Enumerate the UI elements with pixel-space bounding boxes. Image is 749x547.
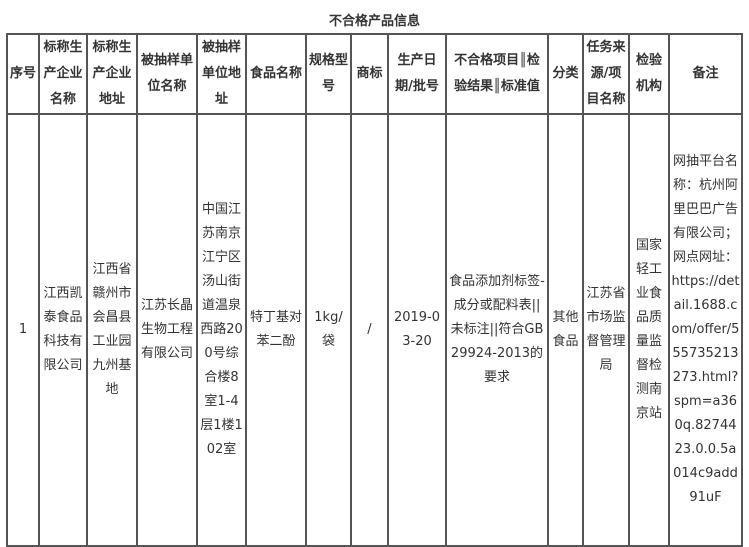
cell-manufacturer-name: 江西凯泰食品科技有限公司 [38, 113, 88, 547]
header-food-name: 食品名称 [245, 33, 307, 115]
table-row: 1 江西凯泰食品科技有限公司 江西省赣州市会昌县工业园九州基地 江苏长晶生物工程… [6, 113, 743, 547]
header-row: 序号 标称生产企业名称 标称生产企业地址 被抽样单位名称 被抽样单位地址 食品名… [6, 33, 743, 115]
header-index: 序号 [6, 33, 40, 115]
table-title: 不合格产品信息 [328, 14, 420, 29]
cell-remarks: 网抽平台名称：杭州阿里巴巴广告有限公司；网点网址：https://detail.… [668, 113, 743, 547]
header-task-source: 任务来源/项目名称 [582, 33, 630, 115]
nonconforming-products-table: 序号 标称生产企业名称 标称生产企业地址 被抽样单位名称 被抽样单位地址 食品名… [6, 33, 743, 547]
header-sampled-unit-name: 被抽样单位名称 [136, 33, 198, 115]
cell-inspection-agency: 国家轻工业食品质量监督检测南京站 [628, 113, 670, 547]
header-trademark: 商标 [350, 33, 389, 115]
header-remarks: 备注 [668, 33, 743, 115]
header-manufacturer-name: 标称生产企业名称 [38, 33, 88, 115]
header-production-date: 生产日期/批号 [387, 33, 447, 115]
cell-sampled-unit-address: 中国江苏南京江宁区汤山街道温泉西路200号综合楼8室1-4层1楼102室 [196, 113, 247, 547]
header-inspection-agency: 检验机构 [628, 33, 670, 115]
header-category: 分类 [547, 33, 584, 115]
header-spec: 规格型号 [305, 33, 352, 115]
cell-trademark: / [350, 113, 389, 547]
cell-sampled-unit-name: 江苏长晶生物工程有限公司 [136, 113, 198, 547]
cell-food-name: 特丁基对苯二酚 [245, 113, 307, 547]
header-sampled-unit-address: 被抽样单位地址 [196, 33, 247, 115]
cell-production-date: 2019-03-20 [387, 113, 447, 547]
cell-task-source: 江苏省市场监督管理局 [582, 113, 630, 547]
cell-failed-item: 食品添加剂标签-成分或配料表||未标注||符合GB29924-2013的要求 [445, 113, 549, 547]
cell-spec: 1kg/袋 [305, 113, 352, 547]
cell-index: 1 [6, 113, 40, 547]
header-manufacturer-address: 标称生产企业地址 [86, 33, 138, 115]
cell-category: 其他食品 [547, 113, 584, 547]
header-failed-item: 不合格项目║检验结果║标准值 [445, 33, 549, 115]
cell-manufacturer-address: 江西省赣州市会昌县工业园九州基地 [86, 113, 138, 547]
